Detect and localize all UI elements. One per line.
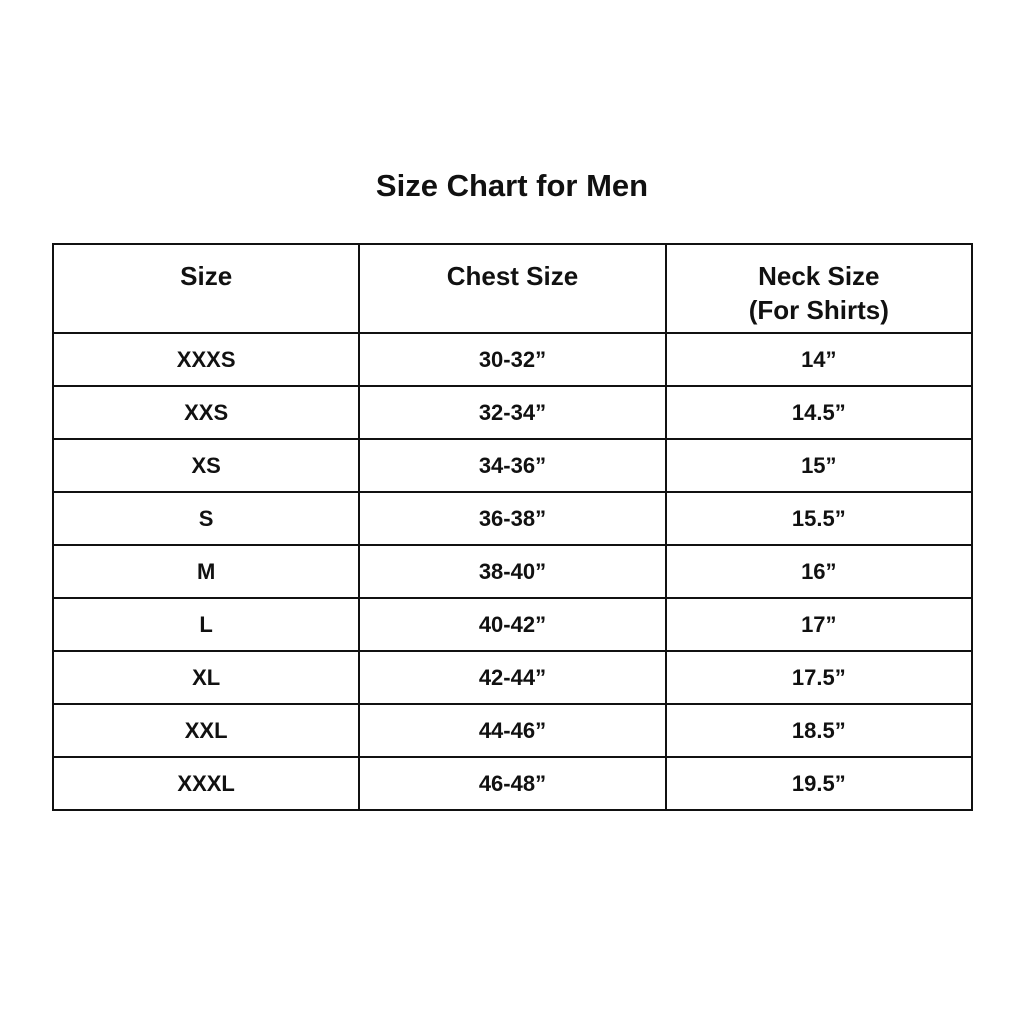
table-row: XXS 32-34” 14.5” <box>51 385 974 440</box>
cell-size: L <box>51 597 361 652</box>
cell-size: XXL <box>51 703 361 758</box>
cell-chest-size: 38-40” <box>358 544 667 599</box>
cell-neck-size: 16” <box>664 544 974 599</box>
header-chest-size: Chest Size <box>358 243 667 334</box>
cell-chest-size: 34-36” <box>358 438 667 493</box>
cell-size: M <box>51 544 361 599</box>
table-row: XXXS 30-32” 14” <box>51 332 974 387</box>
header-neck-size: Neck Size (For Shirts) <box>664 243 974 334</box>
header-neck-size-note: (For Shirts) <box>748 295 889 325</box>
cell-chest-size: 44-46” <box>358 703 667 758</box>
page-title: Size Chart for Men <box>375 168 649 203</box>
cell-neck-size: 18.5” <box>664 703 974 758</box>
header-row: Size Chest Size Neck Size (For Shirts) <box>51 243 974 334</box>
cell-size: XXXL <box>51 756 361 811</box>
table-row: XS 34-36” 15” <box>51 438 974 493</box>
cell-neck-size: 14.5” <box>664 385 974 440</box>
cell-neck-size: 15.5” <box>664 491 974 546</box>
table-row: L 40-42” 17” <box>51 597 974 652</box>
table-row: XXL 44-46” 18.5” <box>51 703 974 758</box>
cell-chest-size: 32-34” <box>358 385 667 440</box>
cell-neck-size: 17” <box>664 597 974 652</box>
cell-chest-size: 42-44” <box>358 650 667 705</box>
table-row: M 38-40” 16” <box>51 544 974 599</box>
cell-neck-size: 15” <box>664 438 974 493</box>
table-row: S 36-38” 15.5” <box>51 491 974 546</box>
cell-size: XS <box>51 438 361 493</box>
cell-size: XXS <box>51 385 361 440</box>
header-neck-size-label: Neck Size <box>758 261 880 291</box>
cell-chest-size: 30-32” <box>358 332 667 387</box>
header-size: Size <box>51 243 361 334</box>
table-row: XL 42-44” 17.5” <box>51 650 974 705</box>
cell-neck-size: 19.5” <box>664 756 974 811</box>
cell-neck-size: 14” <box>664 332 974 387</box>
cell-neck-size: 17.5” <box>664 650 974 705</box>
size-chart-table: Size Chest Size Neck Size (For Shirts) XX… <box>51 243 974 811</box>
cell-chest-size: 46-48” <box>358 756 667 811</box>
cell-size: XXXS <box>51 332 361 387</box>
cell-chest-size: 40-42” <box>358 597 667 652</box>
table-row: XXXL 46-48” 19.5” <box>51 756 974 811</box>
cell-chest-size: 36-38” <box>358 491 667 546</box>
cell-size: S <box>51 491 361 546</box>
cell-size: XL <box>51 650 361 705</box>
